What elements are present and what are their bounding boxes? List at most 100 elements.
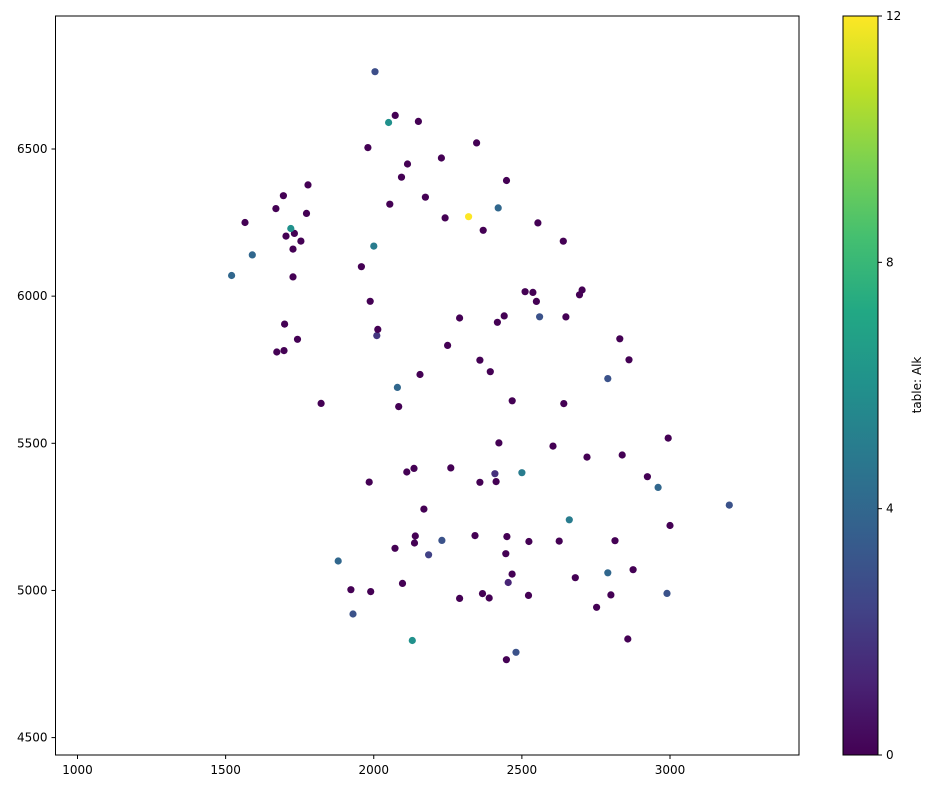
data-point-highlight [393, 383, 401, 391]
data-point [616, 335, 624, 343]
x-tick-label: 1000 [62, 763, 93, 777]
colorbar-ticks: 0 4 8 12 [878, 9, 901, 762]
x-tick-label: 3000 [655, 763, 686, 777]
x-tick-label: 2500 [507, 763, 538, 777]
data-point [395, 403, 403, 411]
data-point [607, 591, 615, 599]
data-point [279, 192, 287, 200]
data-point [521, 288, 529, 296]
data-point-highlight [654, 483, 662, 491]
colorbar-label: table: Alk [910, 357, 924, 414]
data-point-highlight [334, 557, 342, 565]
data-point [280, 347, 288, 355]
data-point-highlight [663, 589, 671, 598]
data-point-highlight [494, 204, 502, 212]
data-point [492, 478, 500, 486]
data-point-highlight [438, 536, 446, 545]
data-point-highlight [604, 569, 612, 577]
data-point [502, 656, 510, 664]
data-point [421, 193, 429, 201]
data-point [571, 574, 579, 582]
data-point [391, 111, 399, 119]
data-point [410, 539, 419, 547]
data-point [289, 273, 297, 281]
data-point-highlight [518, 469, 526, 477]
data-point [486, 368, 494, 376]
data-point [373, 332, 381, 340]
colorbar-tick-label: 12 [886, 9, 901, 23]
data-point [664, 434, 672, 442]
y-axis: 4500 5000 5500 6000 6500 [17, 142, 56, 745]
colorbar-tick-label: 8 [886, 255, 894, 269]
data-point [398, 579, 407, 588]
data-point [403, 468, 411, 476]
axes-frame [55, 15, 800, 756]
data-point [425, 551, 433, 559]
y-tick-label: 4500 [17, 731, 48, 745]
data-point [495, 439, 503, 447]
data-point [411, 532, 419, 540]
data-point [532, 297, 541, 305]
colorbar: 0 4 8 12 table: Alk [842, 9, 924, 762]
data-point [416, 370, 424, 379]
data-point [282, 232, 290, 240]
data-point [559, 237, 567, 245]
data-point [241, 218, 249, 227]
data-point [529, 288, 537, 296]
data-point [293, 335, 302, 343]
data-point [297, 237, 305, 245]
data-point [525, 537, 533, 546]
x-axis: 1000 1500 2000 2500 3000 [62, 755, 685, 777]
data-point [491, 470, 499, 478]
scatter-points [228, 68, 733, 664]
data-point [414, 117, 422, 125]
data-point-highlight [385, 118, 393, 127]
data-point [504, 578, 512, 587]
data-point [560, 400, 568, 408]
data-point-highlight [512, 648, 520, 656]
data-point [611, 537, 619, 545]
data-point [397, 173, 406, 181]
data-point [347, 586, 355, 594]
data-point [478, 590, 487, 598]
data-point [410, 464, 418, 472]
data-point [555, 537, 563, 545]
data-point [289, 245, 297, 253]
data-point [625, 356, 633, 364]
data-point-highlight [604, 375, 612, 383]
data-point-highlight [287, 224, 295, 233]
data-point [304, 181, 312, 189]
data-point [549, 442, 557, 450]
data-point [456, 594, 464, 603]
data-point [366, 297, 374, 305]
y-tick-label: 5500 [17, 436, 48, 450]
colorbar-tick-label: 0 [886, 748, 894, 762]
data-point [403, 160, 412, 168]
data-point [524, 591, 533, 600]
y-tick-label: 6500 [17, 142, 48, 156]
data-point [502, 176, 511, 185]
data-point [575, 291, 584, 299]
data-point [562, 313, 570, 321]
data-point [391, 544, 399, 552]
colorbar-gradient [842, 15, 879, 756]
data-point-highlight [228, 271, 236, 280]
data-point [272, 205, 280, 213]
data-point [281, 320, 289, 328]
data-point [493, 318, 501, 326]
data-point [624, 635, 632, 643]
data-point [420, 505, 428, 513]
data-point [583, 453, 591, 461]
data-point [508, 570, 516, 578]
data-point-highlight [725, 501, 733, 509]
data-point-highlight [465, 213, 473, 221]
colorbar-tick-label: 4 [886, 502, 894, 516]
data-point [447, 464, 455, 472]
data-point [371, 68, 379, 76]
data-point [476, 356, 484, 364]
x-tick-label: 1500 [210, 763, 241, 777]
data-point [357, 263, 365, 271]
y-tick-label: 6000 [17, 289, 48, 303]
data-point [437, 154, 445, 162]
